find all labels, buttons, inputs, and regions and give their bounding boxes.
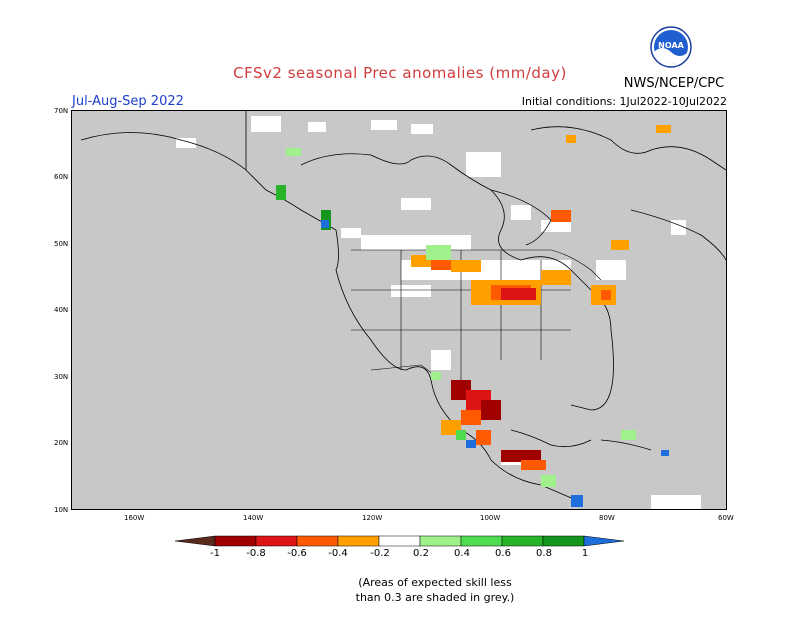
colorbar-label: 0.6 xyxy=(495,548,511,559)
colorbar-segment xyxy=(542,535,585,547)
colorbar xyxy=(174,535,625,547)
lon-label: 140W xyxy=(243,514,264,522)
colorbar-label: 0.8 xyxy=(536,548,552,559)
colorbar-segment xyxy=(501,535,544,547)
coastlines xyxy=(80,110,727,501)
lon-label: 120W xyxy=(362,514,383,522)
logo-text: NOAA xyxy=(658,41,684,50)
lat-label: 70N xyxy=(54,107,69,115)
lon-label: 60W xyxy=(718,514,734,522)
colorbar-label: 0.2 xyxy=(413,548,429,559)
colorbar-segment xyxy=(337,535,380,547)
forecast-map xyxy=(71,110,727,510)
map-frame xyxy=(71,110,727,510)
chart-title: CFSv2 seasonal Prec anomalies (mm/day) xyxy=(233,64,567,82)
colorbar-label: -0.2 xyxy=(370,548,390,559)
lat-label: 20N xyxy=(54,439,69,447)
dry-anomaly-patches xyxy=(411,125,671,470)
lat-label: 50N xyxy=(54,240,69,248)
season-label: Jul-Aug-Sep 2022 xyxy=(72,94,184,109)
skill-note-line: than 0.3 are shaded in grey.) xyxy=(355,591,515,604)
colorbar-segment xyxy=(460,535,503,547)
colorbar-segment xyxy=(583,535,625,547)
lon-label: 100W xyxy=(480,514,501,522)
colorbar-segment xyxy=(174,535,216,547)
colorbar-label: -0.8 xyxy=(246,548,266,559)
colorbar-label: -1 xyxy=(210,548,220,559)
noaa-logo-icon: NOAA xyxy=(650,26,692,68)
lon-label: 160W xyxy=(124,514,145,522)
wet-anomaly-patches xyxy=(276,148,669,507)
colorbar-segment xyxy=(214,535,257,547)
colorbar-label: -0.6 xyxy=(287,548,307,559)
colorbar-label: 1 xyxy=(581,548,589,559)
lat-label: 60N xyxy=(54,173,69,181)
lat-label: 30N xyxy=(54,373,69,381)
colorbar-segment xyxy=(296,535,339,547)
skill-note: (Areas of expected skill less than 0.3 a… xyxy=(0,575,800,605)
lat-label: 10N xyxy=(54,506,69,514)
skill-note-line: (Areas of expected skill less xyxy=(358,576,512,589)
lat-label: 40N xyxy=(54,306,69,314)
map-background xyxy=(71,110,727,510)
colorbar-segment xyxy=(255,535,298,547)
lon-label: 80W xyxy=(599,514,615,522)
colorbar-segment xyxy=(378,535,421,547)
colorbar-label: 0.4 xyxy=(454,548,470,559)
colorbar-label: -0.4 xyxy=(328,548,348,559)
initial-conditions-label: Initial conditions: 1Jul2022-10Jul2022 xyxy=(521,95,727,108)
colorbar-segment xyxy=(419,535,462,547)
agency-label: NWS/NCEP/CPC xyxy=(623,76,725,91)
